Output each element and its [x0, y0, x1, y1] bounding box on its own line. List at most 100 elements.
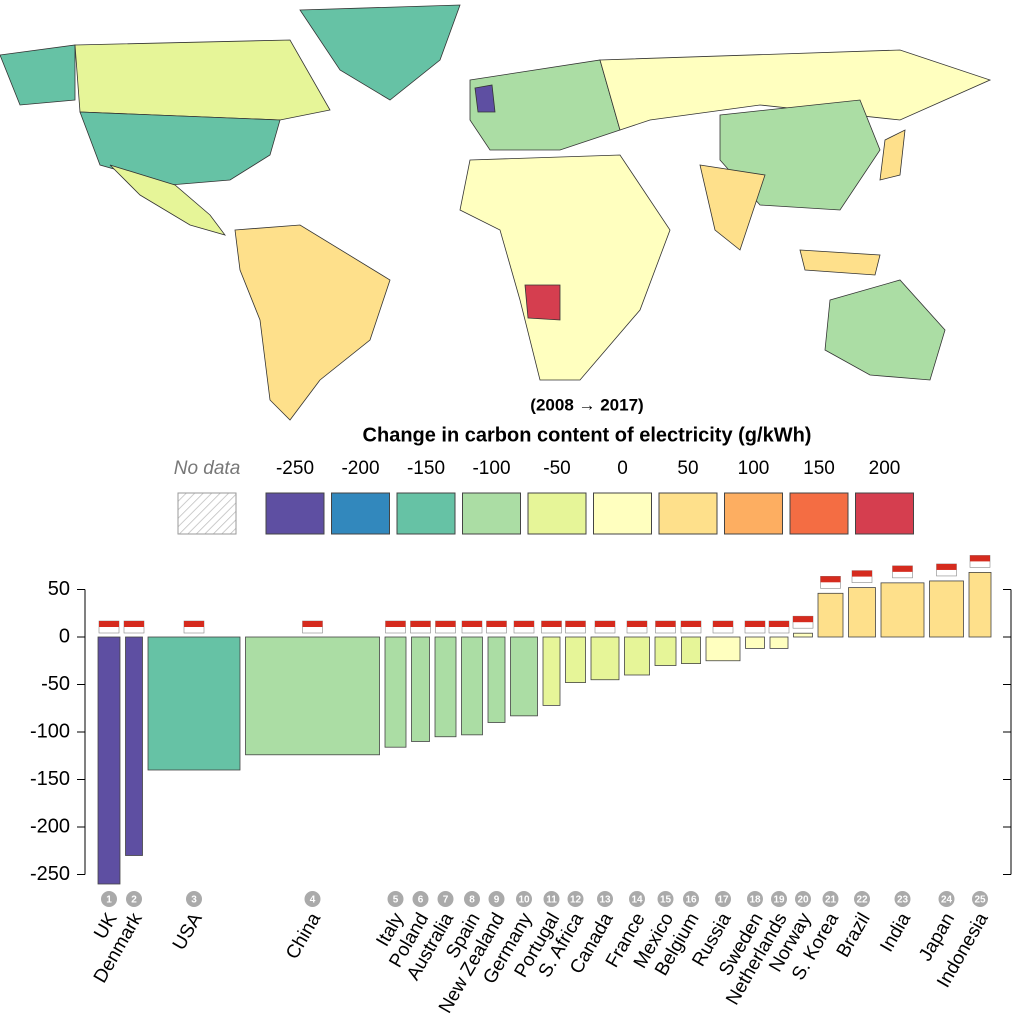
legend-swatch [331, 492, 390, 535]
x-tick-label: USA [169, 909, 207, 954]
flag-stripe [99, 621, 119, 627]
legend-swatch [724, 492, 783, 535]
flag-stripe [385, 621, 406, 627]
rank-label: 23 [897, 895, 909, 906]
rank-badge [488, 891, 505, 907]
alaska [0, 44, 76, 106]
flag-stripe [410, 621, 431, 627]
usa [79, 111, 281, 186]
rank-label: 7 [443, 895, 449, 906]
rank-badge [938, 891, 955, 907]
mexico [109, 164, 227, 236]
bar [97, 636, 121, 885]
flag-stripe [713, 621, 733, 627]
legend-label: -250 [276, 458, 314, 479]
legend-swatch [265, 492, 325, 535]
y-tick-label: 0 [59, 625, 70, 647]
y-tick-label: -150 [30, 768, 70, 790]
japan [879, 129, 906, 181]
rank-badge [126, 891, 142, 907]
y-tick-label: 50 [48, 578, 70, 600]
rank-label: 16 [685, 895, 697, 906]
flag-stripe [627, 621, 647, 627]
bar [817, 592, 844, 638]
flag-stripe [302, 621, 323, 627]
rank-badge [629, 891, 645, 907]
rank-badge [186, 891, 202, 907]
legend-label: -200 [341, 458, 379, 479]
flag-stripe [565, 621, 586, 627]
rank-label: 13 [599, 895, 611, 906]
uk [474, 84, 496, 113]
flag-stripe [514, 621, 534, 627]
rank-label: 5 [393, 895, 399, 906]
x-tick-label: China [282, 909, 325, 963]
rank-label: 11 [546, 895, 557, 906]
legend-label: 200 [869, 458, 901, 479]
flag-stripe [486, 621, 507, 627]
rank-label: 6 [418, 895, 424, 906]
bar [968, 572, 992, 638]
flag-stripe [852, 570, 872, 577]
bar [384, 636, 407, 748]
rank-badge [516, 891, 532, 907]
flag-stripe [892, 565, 913, 572]
rank-badge [894, 891, 911, 907]
greenland [299, 4, 461, 101]
legend-swatch [593, 492, 652, 535]
y-tick-label: -50 [41, 673, 70, 695]
legend-swatch [789, 492, 849, 535]
flag-stripe [541, 621, 562, 627]
rank-label: 22 [856, 895, 868, 906]
rank-label: 19 [773, 895, 785, 906]
angola [524, 284, 561, 321]
rank-label: 18 [749, 895, 761, 906]
bar [487, 636, 506, 723]
flag-stripe [936, 563, 957, 570]
rank-badge [657, 891, 674, 907]
world-map [0, 4, 992, 421]
indonesia [799, 249, 881, 276]
rank-label: 1 [106, 895, 112, 906]
bar [745, 636, 765, 649]
india [699, 164, 766, 251]
bar [411, 636, 430, 742]
rank-label: 12 [570, 895, 582, 906]
bar [125, 636, 143, 856]
rank-label: 25 [974, 895, 986, 906]
y-tick-label: -250 [30, 863, 70, 885]
rank-label: 20 [797, 895, 809, 906]
bar [681, 636, 701, 665]
flag-stripe [435, 621, 456, 627]
bar [929, 580, 964, 638]
rank-badge [412, 891, 429, 907]
legend-swatch [855, 492, 914, 535]
bar [705, 636, 741, 662]
rank-label: 4 [310, 895, 316, 906]
flag-stripe [655, 621, 676, 627]
legend-label: 100 [738, 458, 770, 479]
flag-stripe [793, 616, 813, 623]
rank-label: 8 [469, 895, 475, 906]
rank-badge [854, 891, 870, 907]
bar [147, 636, 241, 771]
bar [434, 636, 457, 738]
legend-label: 0 [617, 458, 628, 479]
rank-badge [683, 891, 699, 907]
legend-swatch [462, 492, 521, 535]
bar [245, 636, 380, 756]
bar [565, 636, 586, 683]
africa [459, 154, 671, 381]
bar [624, 636, 650, 676]
rank-badge [464, 891, 480, 907]
flag-stripe [595, 621, 615, 627]
rank-badge [101, 891, 117, 907]
no-data-label: No data [174, 458, 241, 479]
rank-label: 9 [494, 895, 500, 906]
rank-label: 14 [631, 895, 643, 906]
australia [824, 279, 946, 381]
rank-badge [747, 891, 763, 907]
rank-badge [715, 891, 731, 907]
legend-title: Change in carbon content of electricity … [363, 424, 812, 446]
rank-badge [822, 891, 839, 907]
